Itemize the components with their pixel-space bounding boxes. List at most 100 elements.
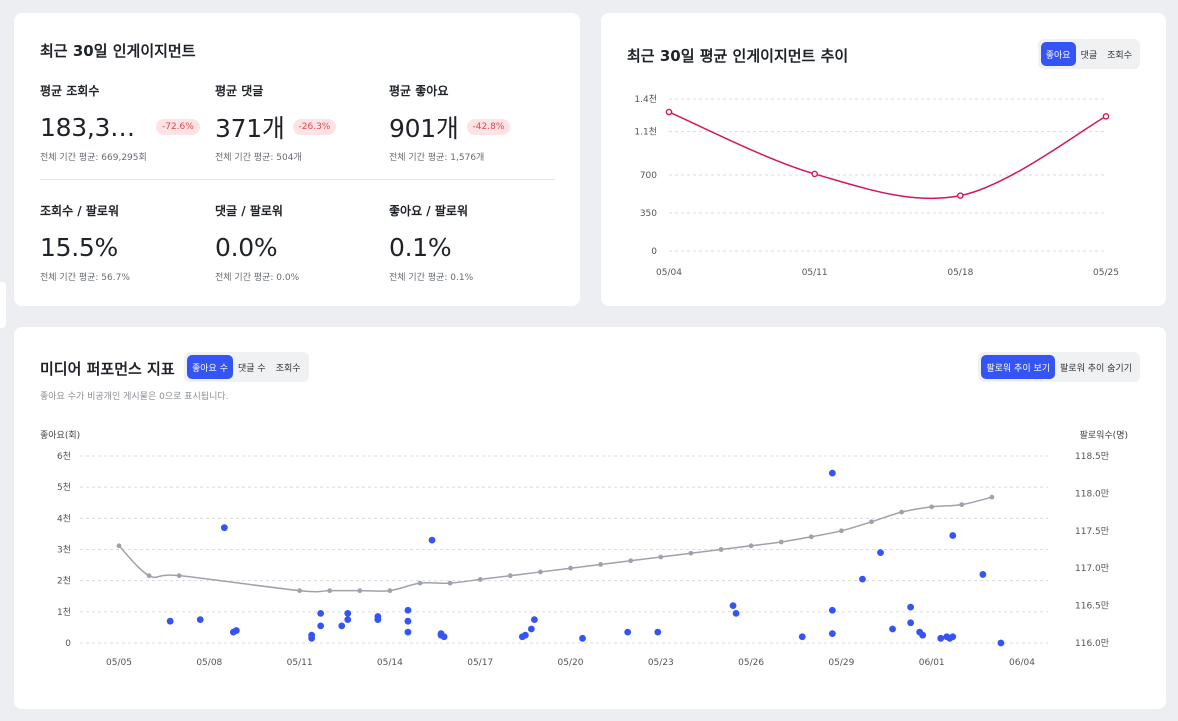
metric-likes-per-follower: 좋아요 / 팔로워 0.1% 전체 기간 평균: 0.1% (389, 202, 559, 283)
follower-point (929, 504, 935, 510)
likes-point (798, 633, 806, 641)
media-performance-chart: 0 1천 2천 3천 4천 5천 6천 116.0만 116.5만 117.0만 117.5만 118… (57, 451, 1109, 668)
metric-value: 183,33… (40, 112, 148, 142)
y-tick-label: 1천 (57, 607, 71, 618)
likes-point (521, 631, 529, 639)
right-axis-title: 팔로워수(명) (1079, 431, 1128, 441)
follower-point (297, 588, 302, 594)
likes-point (428, 536, 436, 544)
trend-series-line (668, 111, 1107, 200)
follower-point (688, 550, 694, 556)
likes-point (579, 634, 586, 642)
likes-point (729, 602, 737, 609)
y-tick-label: 1.4천 (634, 94, 657, 105)
x-tick-label: 05/25 (1093, 268, 1119, 278)
metric-avg-comments: 평균 댓글 371개 -26.3% 전체 기간 평균: 504개 (215, 82, 385, 163)
y-tick-label: 4천 (57, 513, 71, 524)
hide-follower-trend-button[interactable]: 팔로워 추이 숨기기 (1060, 363, 1132, 374)
metric-overall-average: 전체 기간 평균: 0.0% (215, 273, 300, 283)
likes-point (196, 616, 204, 624)
summary-title: 최근 30일 인게이지먼트 (40, 42, 196, 60)
x-tick-label: 05/29 (828, 658, 854, 668)
likes-point (317, 609, 325, 617)
metric-label: 조회수 / 팔로워 (40, 204, 119, 218)
follower-point (568, 565, 573, 571)
metric-label: 좋아요 / 팔로워 (389, 204, 468, 218)
follower-point (748, 543, 754, 549)
follower-point (357, 588, 363, 594)
likes-point (308, 631, 316, 639)
x-tick-label: 05/17 (467, 658, 493, 668)
engagement-trend-card: 최근 30일 평균 인게이지먼트 추이 좋아요 댓글 조회수 0 350 700 1.… (601, 13, 1166, 306)
y2-tick-label: 118.5만 (1075, 451, 1109, 462)
media-tab-likes[interactable]: 좋아요 수 (187, 355, 233, 379)
trend-tab-likes[interactable]: 좋아요 (1040, 42, 1076, 66)
trend-point (811, 170, 818, 178)
metric-value: 0.1% (389, 232, 452, 262)
likes-point (828, 469, 836, 477)
side-panel-handle[interactable] (0, 282, 6, 328)
follower-point (387, 588, 393, 594)
metric-views-per-follower: 조회수 / 팔로워 15.5% 전체 기간 평균: 56.7% (40, 202, 210, 283)
metric-label: 댓글 / 팔로워 (215, 204, 283, 218)
follower-point (477, 577, 483, 582)
metric-value: 0.0% (215, 232, 278, 262)
likes-point (949, 532, 957, 539)
trend-point (957, 192, 964, 199)
x-tick-label: 06/01 (919, 658, 945, 668)
metric-avg-views: 평균 조회수 183,33… -72.6% 전체 기간 평균: 669,295회 (40, 82, 210, 163)
trend-tab-comments[interactable]: 댓글 (1080, 50, 1098, 61)
likes-point (889, 625, 896, 633)
follower-point (839, 528, 844, 534)
y-tick-label: 1.1천 (634, 127, 657, 138)
follower-point (808, 534, 814, 540)
likes-point (338, 622, 346, 630)
likes-point (877, 549, 884, 557)
trend-point (665, 108, 673, 116)
y-tick-label: 700 (640, 171, 657, 181)
likes-point (404, 606, 412, 614)
x-tick-label: 05/18 (947, 268, 973, 278)
likes-point (440, 633, 448, 641)
media-metric-tabs: 좋아요 수 댓글 수 조회수 (184, 352, 309, 382)
follower-point (869, 519, 874, 525)
trend-metric-tabs: 좋아요 댓글 조회수 (1037, 39, 1140, 69)
show-follower-trend-button[interactable]: 팔로워 추이 보기 (981, 355, 1056, 379)
likes-point (732, 609, 740, 617)
follower-point (507, 573, 513, 579)
x-tick-label: 05/23 (648, 658, 674, 668)
metric-overall-average: 전체 기간 평균: 56.7% (40, 273, 130, 283)
y-tick-label: 2천 (57, 576, 71, 587)
likes-point (220, 524, 228, 532)
follower-point (718, 547, 724, 552)
metric-value: 15.5% (40, 232, 118, 262)
likes-point (374, 613, 382, 620)
likes-point (907, 603, 915, 611)
y2-tick-label: 117.5만 (1075, 526, 1109, 537)
x-tick-label: 05/20 (558, 658, 584, 668)
follower-trend-toggle: 팔로워 추이 보기 팔로워 추이 숨기기 (978, 352, 1140, 382)
media-tab-views[interactable]: 조회수 (275, 363, 301, 374)
metric-value: 901개 (389, 114, 459, 143)
y-tick-label: 6천 (57, 451, 71, 462)
y-tick-label: 0 (65, 639, 71, 649)
x-tick-label: 05/11 (802, 268, 828, 278)
follower-point (658, 554, 664, 560)
metrics-divider (40, 179, 555, 180)
likes-point (828, 606, 836, 614)
media-tab-comments[interactable]: 댓글 수 (237, 363, 266, 374)
y2-tick-label: 117.0만 (1075, 563, 1109, 574)
x-tick-label: 05/14 (377, 658, 403, 668)
likes-point (404, 628, 412, 636)
trend-tab-views[interactable]: 조회수 (1107, 50, 1132, 61)
metric-overall-average: 전체 기간 평균: 0.1% (389, 273, 474, 283)
metric-overall-average: 전체 기간 평균: 669,295회 (40, 153, 147, 163)
x-tick-label: 05/26 (738, 658, 764, 668)
metric-change-badge: -72.6% (156, 119, 200, 135)
likes-point (907, 619, 915, 627)
metric-change-badge: -42.8% (466, 119, 511, 135)
left-axis-title: 좋아요(회) (40, 431, 81, 441)
likes-point (344, 609, 352, 617)
likes-point (530, 616, 538, 624)
x-tick-label: 05/04 (656, 268, 682, 278)
